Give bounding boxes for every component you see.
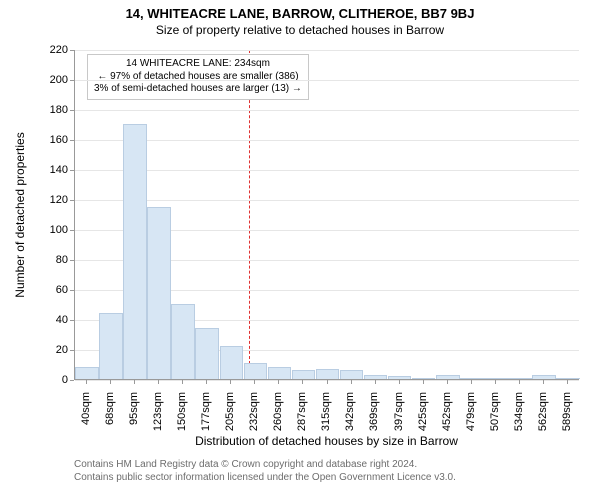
histogram-bar [508, 378, 532, 379]
histogram-bar [388, 376, 412, 379]
x-tick-mark [375, 380, 376, 384]
histogram-bar [244, 363, 268, 380]
y-tick-mark [70, 380, 74, 381]
histogram-bar [412, 378, 436, 379]
y-tick-mark [70, 290, 74, 291]
y-tick-label: 120 [44, 194, 68, 206]
annotation-line: 14 WHITEACRE LANE: 234sqm [94, 58, 302, 71]
x-axis-label: Distribution of detached houses by size … [74, 434, 579, 448]
histogram-bar [195, 328, 219, 379]
x-tick-mark [134, 380, 135, 384]
gridline [75, 110, 579, 111]
histogram-bar [220, 346, 244, 379]
x-tick-mark [230, 380, 231, 384]
y-tick-mark [70, 50, 74, 51]
plot-area: 14 WHITEACRE LANE: 234sqm← 97% of detach… [74, 50, 579, 380]
footer: Contains HM Land Registry data © Crown c… [74, 458, 456, 484]
x-tick-mark [423, 380, 424, 384]
histogram-bar [171, 304, 195, 379]
y-tick-mark [70, 110, 74, 111]
chart-container: Number of detached properties 14 WHITEAC… [0, 0, 600, 500]
gridline [75, 80, 579, 81]
x-tick-mark [278, 380, 279, 384]
y-tick-mark [70, 170, 74, 171]
x-tick-mark [495, 380, 496, 384]
histogram-bar [292, 370, 316, 379]
footer-line-2: Contains public sector information licen… [74, 471, 456, 484]
histogram-bar [123, 124, 147, 379]
histogram-bar [532, 375, 556, 380]
x-tick-mark [182, 380, 183, 384]
annotation-line: ← 97% of detached houses are smaller (38… [94, 71, 302, 84]
x-tick-mark [447, 380, 448, 384]
x-tick-mark [471, 380, 472, 384]
y-tick-mark [70, 200, 74, 201]
x-tick-mark [254, 380, 255, 384]
histogram-bar [556, 378, 580, 379]
gridline [75, 170, 579, 171]
histogram-bar [268, 367, 292, 379]
y-axis-label: Number of detached properties [13, 132, 27, 297]
annotation-box: 14 WHITEACRE LANE: 234sqm← 97% of detach… [87, 54, 309, 100]
y-tick-mark [70, 230, 74, 231]
y-tick-label: 160 [44, 134, 68, 146]
y-tick-label: 100 [44, 224, 68, 236]
y-tick-label: 60 [44, 284, 68, 296]
x-tick-mark [302, 380, 303, 384]
x-tick-mark [110, 380, 111, 384]
histogram-bar [316, 369, 340, 380]
histogram-bar [147, 207, 171, 380]
y-tick-mark [70, 260, 74, 261]
gridline [75, 50, 579, 51]
histogram-bar [364, 375, 388, 380]
x-tick-mark [519, 380, 520, 384]
histogram-bar [484, 378, 508, 379]
x-tick-mark [327, 380, 328, 384]
histogram-bar [460, 378, 484, 379]
y-tick-mark [70, 140, 74, 141]
histogram-bar [340, 370, 364, 379]
histogram-bar [99, 313, 123, 379]
x-tick-mark [399, 380, 400, 384]
annotation-line: 3% of semi-detached houses are larger (1… [94, 83, 302, 96]
x-tick-mark [567, 380, 568, 384]
y-tick-label: 0 [44, 374, 68, 386]
y-tick-label: 200 [44, 74, 68, 86]
gridline [75, 140, 579, 141]
x-tick-mark [158, 380, 159, 384]
y-tick-label: 20 [44, 344, 68, 356]
y-tick-label: 180 [44, 104, 68, 116]
y-tick-label: 140 [44, 164, 68, 176]
histogram-bar [436, 375, 460, 380]
y-tick-mark [70, 80, 74, 81]
y-tick-label: 220 [44, 44, 68, 56]
x-tick-mark [206, 380, 207, 384]
y-tick-mark [70, 350, 74, 351]
x-tick-mark [543, 380, 544, 384]
y-tick-mark [70, 320, 74, 321]
y-tick-label: 80 [44, 254, 68, 266]
y-tick-label: 40 [44, 314, 68, 326]
x-tick-mark [86, 380, 87, 384]
gridline [75, 200, 579, 201]
footer-line-1: Contains HM Land Registry data © Crown c… [74, 458, 456, 471]
histogram-bar [75, 367, 99, 379]
x-tick-mark [351, 380, 352, 384]
